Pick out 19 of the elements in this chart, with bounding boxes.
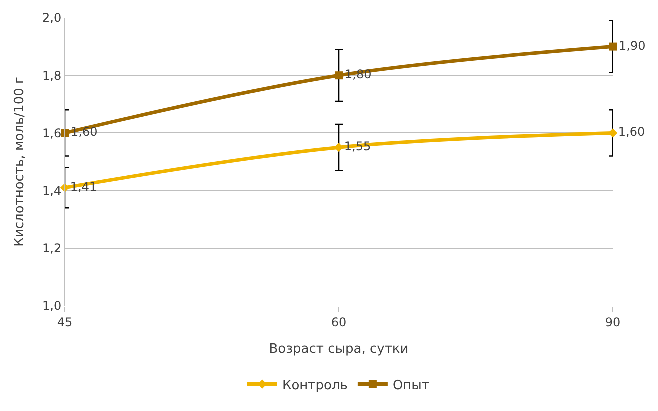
y-tick-label: 1,2 — [42, 242, 62, 256]
point — [335, 72, 343, 80]
legend-label: Контроль — [282, 378, 348, 394]
y-tick-label: 1,6 — [42, 126, 62, 140]
y-tick-label: 1,0 — [42, 299, 62, 314]
y-tick-label: 1,8 — [42, 68, 62, 83]
x-tick-label: 60 — [331, 315, 347, 330]
x-axis-title: Возраст сыра, сутки — [269, 342, 409, 357]
y-tick-label: 1,4 — [42, 184, 62, 198]
point — [609, 42, 617, 51]
y-tick-label: 2,0 — [42, 11, 62, 26]
data-label: 1,90 — [619, 38, 646, 53]
point — [608, 128, 618, 138]
y-axis-title: Кислотность, моль/100 г — [12, 77, 28, 247]
x-tick-label: 45 — [57, 315, 73, 330]
legend-label: Опыт — [392, 378, 430, 394]
x-tick-label: 90 — [605, 315, 621, 330]
point — [334, 143, 344, 152]
data-label: 1,60 — [618, 125, 646, 140]
